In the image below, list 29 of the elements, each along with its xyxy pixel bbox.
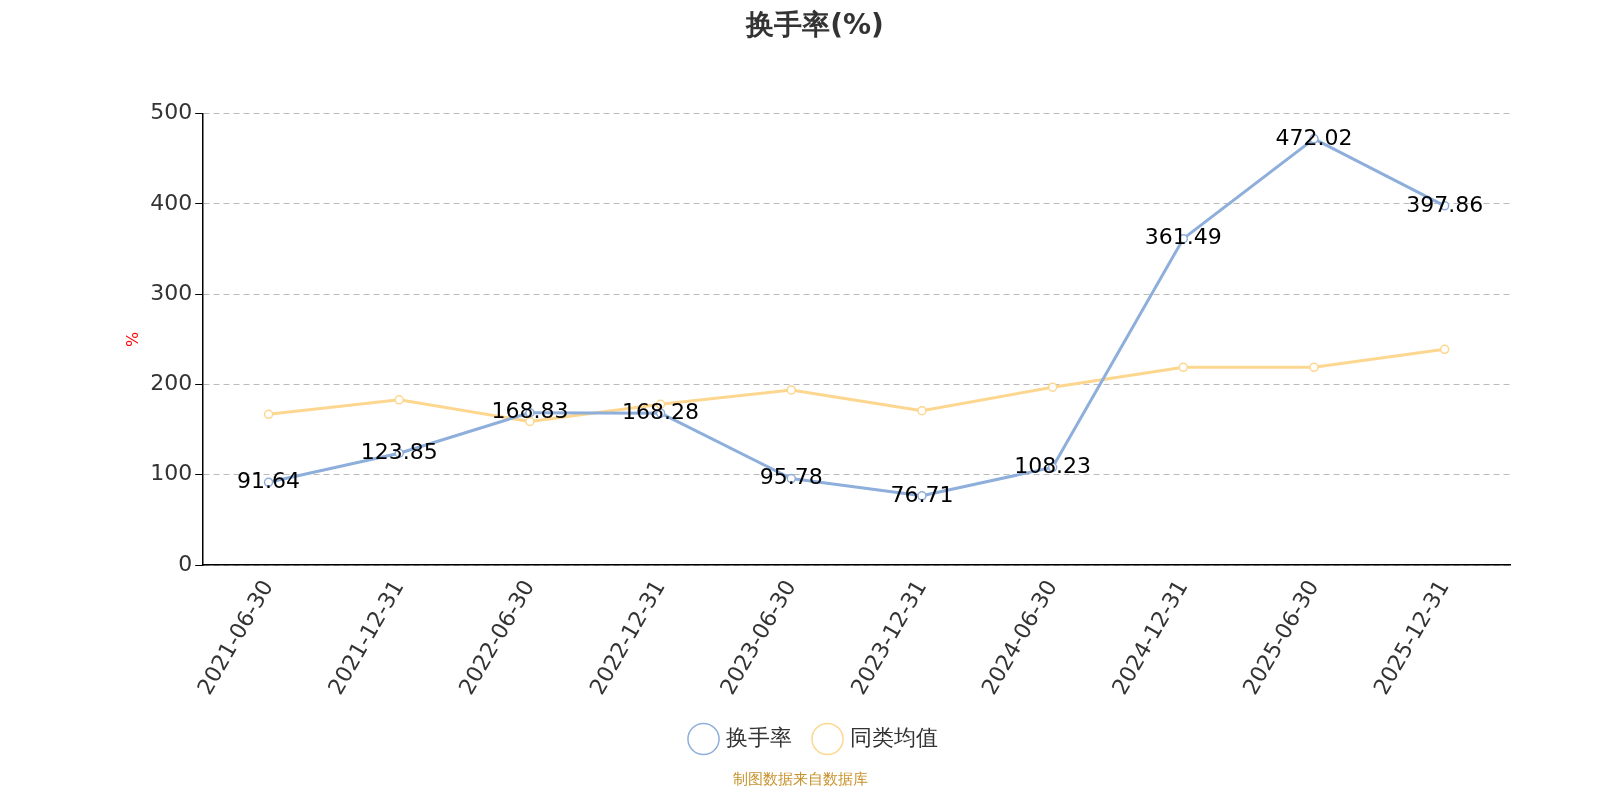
data-label: 361.49 <box>1144 224 1222 250</box>
data-label: 472.02 <box>1275 124 1353 150</box>
y-axis-title: % <box>122 331 142 347</box>
point <box>1178 362 1189 373</box>
chart-title: 换手率(%) <box>745 8 884 42</box>
y-tick-label: 400 <box>150 189 193 215</box>
data-label: 123.85 <box>360 438 438 464</box>
data-label: 95.78 <box>759 464 823 490</box>
point <box>786 385 797 395</box>
y-tick-label: 0 <box>178 550 193 576</box>
legend-label: 同类均值 <box>849 724 938 750</box>
data-label: 397.86 <box>1406 191 1484 217</box>
data-label: 76.71 <box>890 481 954 507</box>
point <box>917 405 927 416</box>
point <box>1047 382 1058 392</box>
text: 制图数据来自数据库 <box>731 770 869 789</box>
data-label: 91.64 <box>237 468 301 494</box>
y-tick-label: 500 <box>150 99 193 125</box>
point <box>1309 362 1319 373</box>
y-tick-label: 100 <box>150 460 193 486</box>
point <box>1439 344 1450 355</box>
y-tick-label: 200 <box>150 370 193 396</box>
data-label: 168.83 <box>491 398 569 424</box>
legend-label: 换手率 <box>725 724 792 750</box>
data-label: 168.28 <box>622 398 700 424</box>
y-tick-label: 300 <box>150 279 193 305</box>
point <box>263 409 274 420</box>
point <box>394 395 404 405</box>
data-label: 108.23 <box>1014 453 1092 479</box>
